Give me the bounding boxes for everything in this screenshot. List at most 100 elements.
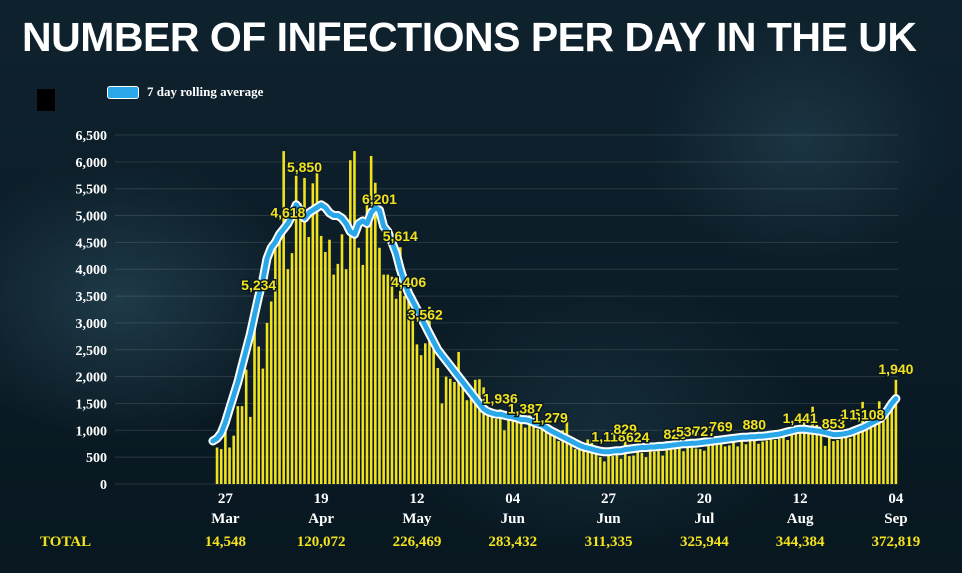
- totals-row: TOTAL 14,548 120,072 226,469 283,432 311,335…: [0, 534, 962, 554]
- bar: [852, 433, 856, 484]
- data-label: 1,387: [508, 401, 543, 417]
- bar: [848, 438, 852, 484]
- bar: [490, 414, 494, 484]
- bar: [778, 438, 781, 484]
- bar: [340, 234, 344, 484]
- bar: [877, 401, 881, 484]
- data-label: 5,614: [383, 228, 418, 244]
- x-tick-month: May: [402, 511, 432, 527]
- bar: [840, 414, 844, 484]
- x-tick-day: 12: [409, 491, 424, 507]
- bar: [553, 432, 556, 484]
- bar: [894, 379, 898, 484]
- bar: [582, 446, 585, 484]
- y-tick-label: 2,500: [76, 344, 108, 359]
- bar: [440, 403, 444, 484]
- bar: [528, 415, 531, 484]
- bar: [861, 401, 864, 484]
- bar: [444, 376, 448, 484]
- bar: [290, 253, 294, 484]
- bar: [690, 441, 694, 484]
- y-tick-label: 6,000: [76, 156, 108, 171]
- bar: [578, 447, 581, 484]
- data-label: 624: [626, 429, 650, 445]
- bar: [561, 430, 565, 484]
- bar: [757, 443, 760, 484]
- bar: [607, 447, 610, 484]
- x-tick-day: 27: [601, 491, 617, 507]
- y-tick-label: 500: [86, 451, 107, 466]
- bar: [307, 237, 310, 484]
- data-label: 4,618: [270, 205, 305, 221]
- bar: [519, 422, 523, 484]
- bar: [403, 296, 406, 484]
- bar: [282, 151, 285, 484]
- bar: [882, 416, 885, 484]
- bar: [632, 455, 635, 484]
- x-tick-month: Jun: [501, 511, 526, 527]
- bar: [615, 453, 619, 484]
- x-tick-month: Jul: [694, 511, 714, 527]
- bar: [315, 169, 319, 484]
- bar: [603, 461, 606, 484]
- total-value: 311,335: [584, 534, 633, 550]
- x-tick-month: Mar: [211, 511, 240, 527]
- bar: [386, 274, 390, 484]
- bar: [628, 456, 631, 484]
- y-tick-label: 2,000: [76, 371, 108, 386]
- y-tick-label: 5,500: [76, 183, 108, 198]
- bar: [494, 419, 498, 484]
- data-label: 820: [663, 426, 687, 442]
- black-square-mark: [37, 89, 55, 111]
- bar: [623, 439, 627, 484]
- data-label: 1,279: [533, 410, 568, 426]
- bar: [457, 351, 460, 484]
- bar: [332, 274, 335, 484]
- bar: [694, 448, 698, 484]
- bar: [823, 445, 827, 484]
- bar: [611, 456, 614, 484]
- bar: [590, 439, 594, 484]
- bar: [761, 441, 764, 484]
- bar: [832, 441, 835, 484]
- bar: [544, 422, 548, 484]
- bar: [278, 238, 281, 484]
- bar: [407, 292, 410, 484]
- bar: [478, 379, 481, 484]
- data-label: 1,108: [849, 406, 884, 422]
- bar: [661, 455, 664, 484]
- bar: [540, 423, 544, 484]
- bar: [261, 368, 265, 484]
- bar: [228, 447, 231, 484]
- bar: [619, 458, 623, 484]
- total-value: 226,469: [392, 534, 442, 550]
- data-label: 769: [709, 418, 733, 434]
- bar: [890, 402, 894, 484]
- bar: [753, 435, 756, 484]
- bar: [311, 183, 315, 485]
- bar: [328, 239, 331, 484]
- bar: [511, 416, 515, 484]
- totals-label: TOTAL: [40, 534, 92, 550]
- bar: [324, 252, 327, 484]
- bar: [827, 427, 831, 484]
- bar: [636, 451, 639, 484]
- bar: [873, 424, 877, 484]
- bar: [857, 424, 860, 484]
- bar: [523, 427, 527, 484]
- bar: [498, 409, 502, 484]
- bar: [673, 445, 677, 484]
- bar: [473, 379, 477, 484]
- bar: [786, 439, 789, 484]
- bar: [419, 355, 423, 484]
- bar: [836, 439, 839, 484]
- bar: [802, 420, 806, 484]
- bar: [365, 199, 369, 484]
- bar: [644, 457, 648, 484]
- bar: [657, 449, 660, 484]
- bar: [349, 160, 352, 484]
- y-tick-label: 1,500: [76, 397, 108, 412]
- bar: [869, 414, 873, 484]
